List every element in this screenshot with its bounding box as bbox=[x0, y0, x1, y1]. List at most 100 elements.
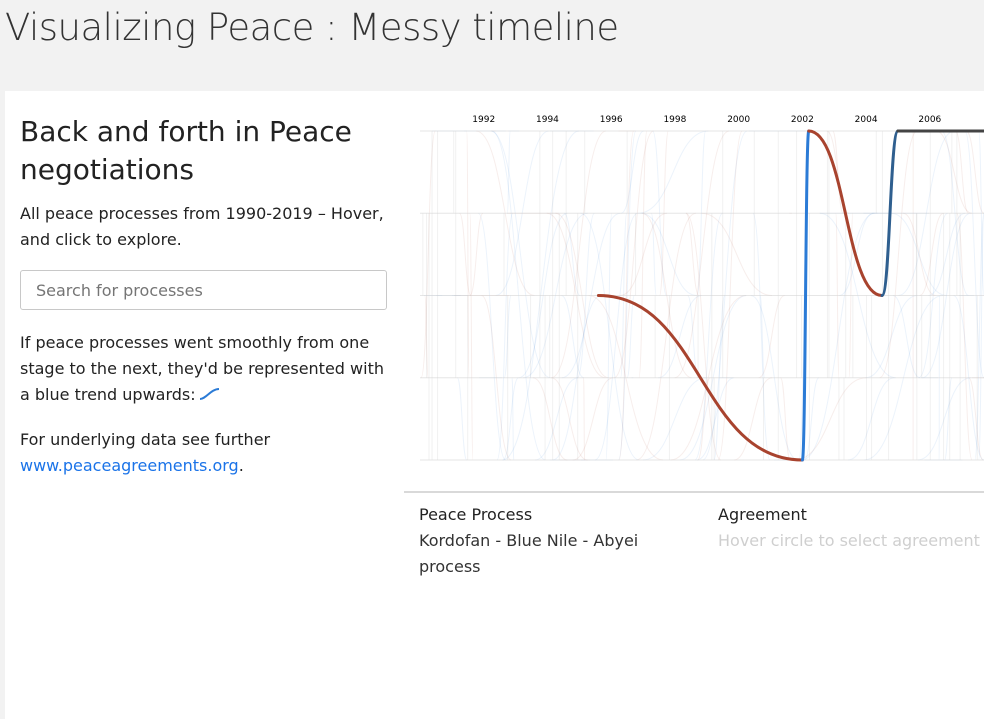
background-line bbox=[572, 377, 614, 461]
explanation-text: If peace processes went smoothly from on… bbox=[20, 330, 395, 409]
background-line bbox=[696, 377, 735, 461]
x-tick-label: 2000 bbox=[727, 115, 750, 125]
background-line bbox=[674, 130, 730, 379]
background-line bbox=[965, 130, 984, 214]
background-line bbox=[956, 212, 973, 461]
background-line bbox=[892, 295, 921, 379]
highlighted-segment[interactable] bbox=[807, 129, 884, 297]
process-value: Kordofan - Blue Nile - Abyei process bbox=[419, 531, 639, 576]
background-line bbox=[605, 212, 613, 461]
explanation-label: If peace processes went smoothly from on… bbox=[20, 333, 384, 404]
background-line bbox=[752, 212, 771, 461]
agreement-placeholder: Hover circle to select agreement bbox=[718, 531, 980, 550]
background-line bbox=[803, 377, 820, 461]
page-title: Visualizing Peace : Messy timeline bbox=[5, 6, 619, 49]
background-line bbox=[466, 130, 470, 379]
background-line bbox=[636, 212, 697, 461]
background-line bbox=[917, 377, 971, 461]
background-line bbox=[964, 130, 984, 379]
background-line bbox=[685, 212, 700, 296]
x-tick-label: 1992 bbox=[472, 115, 495, 125]
background-line bbox=[424, 295, 429, 379]
highlighted-process-line bbox=[596, 129, 984, 462]
background-line bbox=[613, 130, 654, 379]
background-line bbox=[626, 295, 635, 379]
background-line bbox=[697, 377, 711, 461]
background-line bbox=[580, 212, 640, 461]
highlighted-segment[interactable] bbox=[880, 129, 900, 297]
x-tick-label: 2006 bbox=[918, 115, 941, 125]
background-line bbox=[456, 377, 468, 461]
background-line bbox=[968, 377, 984, 461]
x-tick-label: 2002 bbox=[791, 115, 814, 125]
peace-agreements-link[interactable]: www.peaceagreements.org bbox=[20, 455, 239, 475]
background-line bbox=[619, 212, 668, 296]
background-line bbox=[758, 295, 785, 379]
background-line bbox=[583, 377, 586, 461]
background-line bbox=[459, 212, 472, 296]
background-line bbox=[561, 295, 585, 379]
background-line bbox=[638, 130, 648, 379]
background-line bbox=[469, 212, 484, 296]
background-line bbox=[701, 212, 773, 296]
intro-text: All peace processes from 1990-2019 – Hov… bbox=[20, 204, 384, 249]
background-line bbox=[637, 130, 709, 214]
x-tick-label: 1998 bbox=[663, 115, 686, 125]
background-line bbox=[944, 377, 953, 461]
grid-lines bbox=[420, 130, 984, 461]
background-line bbox=[532, 377, 568, 461]
background-line bbox=[477, 212, 507, 461]
background-line bbox=[935, 130, 973, 214]
background-line bbox=[879, 130, 918, 379]
background-line bbox=[733, 377, 773, 461]
background-line bbox=[534, 377, 579, 461]
background-line bbox=[801, 212, 875, 461]
x-tick-label: 1996 bbox=[600, 115, 623, 125]
background-line bbox=[658, 295, 702, 379]
background-line bbox=[928, 212, 966, 296]
background-line bbox=[563, 212, 581, 296]
background-line bbox=[865, 295, 918, 379]
highlighted-segment[interactable] bbox=[596, 294, 804, 462]
background-line bbox=[511, 377, 515, 461]
agreement-info: Agreement Hover circle to select agreeme… bbox=[718, 502, 984, 554]
background-line bbox=[694, 212, 724, 461]
process-label: Peace Process bbox=[419, 505, 533, 524]
background-line bbox=[794, 377, 867, 461]
search-input[interactable] bbox=[20, 270, 387, 310]
data-note-label: For underlying data see further bbox=[20, 429, 271, 449]
background-line bbox=[978, 212, 984, 461]
background-line bbox=[420, 130, 436, 379]
background-line bbox=[902, 212, 936, 296]
background-line bbox=[687, 295, 700, 379]
background-line bbox=[490, 130, 551, 379]
timeline-chart[interactable]: 1992 1994 1996 1998 2000 2002 2004 2006 bbox=[404, 91, 984, 492]
background-line bbox=[919, 212, 944, 296]
background-line bbox=[496, 212, 514, 461]
x-axis-ticks: 1992 1994 1996 1998 2000 2002 2004 2006 bbox=[472, 115, 941, 125]
blue-trend-icon bbox=[199, 383, 221, 409]
background-line bbox=[469, 212, 474, 461]
chart-divider bbox=[404, 491, 984, 493]
background-line bbox=[832, 130, 844, 214]
background-line bbox=[502, 377, 519, 461]
background-line bbox=[685, 212, 722, 461]
background-line bbox=[640, 212, 697, 296]
background-line bbox=[503, 295, 512, 379]
background-line bbox=[642, 377, 707, 461]
data-note-suffix: . bbox=[238, 455, 244, 475]
background-line bbox=[594, 212, 638, 461]
section-heading: Back and forth in Peace negotiations bbox=[20, 115, 352, 186]
background-line bbox=[551, 377, 588, 461]
background-line bbox=[620, 130, 645, 214]
x-tick-label: 1994 bbox=[536, 115, 559, 125]
agreement-label: Agreement bbox=[718, 505, 807, 524]
main-card: Back and forth in Peace negotiations All… bbox=[5, 91, 984, 719]
sidebar: Back and forth in Peace negotiations All… bbox=[20, 91, 395, 479]
background-line bbox=[759, 295, 766, 379]
highlighted-segment[interactable] bbox=[800, 129, 811, 462]
background-line bbox=[780, 377, 791, 461]
background-line bbox=[650, 212, 657, 296]
x-tick-label: 2004 bbox=[855, 115, 878, 125]
process-info: Peace Process Kordofan - Blue Nile - Aby… bbox=[419, 502, 699, 580]
